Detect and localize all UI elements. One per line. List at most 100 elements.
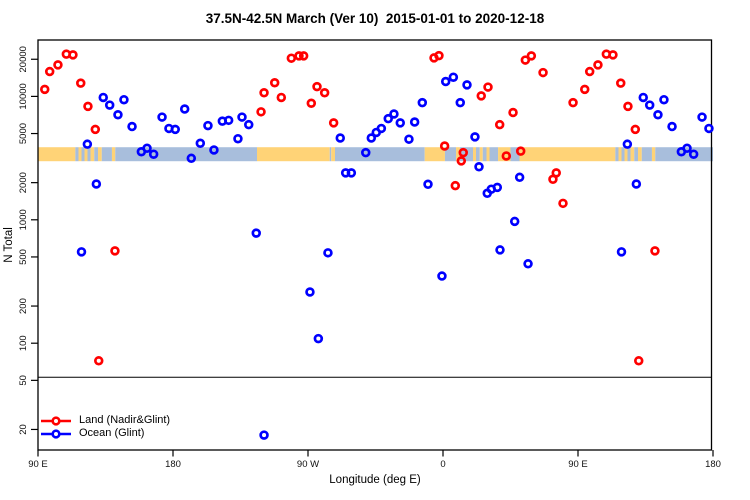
ocean-data-point: [417, 97, 428, 108]
ocean-data-point: [313, 333, 324, 344]
ocean-data-point: [195, 138, 206, 149]
surface-band-segment-land: [90, 147, 95, 162]
land-data-point: [633, 356, 644, 366]
land-data-point: [53, 60, 63, 70]
land-data-point: [90, 124, 101, 135]
surface-band-segment-ocean: [75, 147, 79, 162]
ocean-data-point: [437, 271, 447, 281]
ocean-data-point: [233, 133, 243, 144]
legend-label-ocean: Ocean (Glint): [79, 427, 145, 439]
ocean-data-point: [361, 147, 371, 158]
x-tick-label: 90 E: [568, 459, 588, 470]
ocean-data-point: [104, 100, 115, 110]
ocean-data-point: [644, 100, 655, 110]
land-data-point: [508, 107, 518, 118]
land-data-point: [558, 198, 568, 209]
ocean-data-point: [622, 139, 633, 149]
surface-band-segment-land: [473, 147, 476, 162]
ocean-data-point: [682, 143, 692, 154]
land-data-point: [286, 53, 297, 63]
ocean-data-point: [616, 247, 627, 257]
surface-band-segment-ocean: [615, 147, 619, 162]
land-data-point: [259, 88, 269, 98]
land-data-point: [294, 51, 304, 61]
ocean-data-point: [455, 97, 466, 108]
ocean-data-point: [170, 124, 181, 135]
ocean-data-point: [323, 248, 333, 258]
y-tick-label: 2000: [18, 172, 29, 193]
ocean-data-point: [509, 216, 520, 227]
y-tick-label: 5000: [18, 123, 29, 144]
ocean-data-point: [653, 110, 663, 120]
ocean-data-point: [523, 259, 533, 269]
ocean-data-point: [76, 247, 87, 257]
land-data-point: [110, 246, 120, 256]
surface-band-segment-ocean: [621, 147, 625, 162]
ocean-data-point: [470, 132, 480, 142]
land-data-point: [39, 84, 50, 95]
surface-band-segment-land: [630, 147, 635, 162]
ocean-data-point: [638, 92, 648, 103]
land-data-point: [276, 92, 287, 103]
surface-band-segment-ocean: [115, 147, 257, 162]
surface-band-segment-land: [111, 147, 116, 162]
surface-band-segment-ocean: [81, 147, 85, 162]
surface-band-segment-land: [486, 147, 490, 162]
surface-band-segment-land: [98, 147, 102, 162]
land-data-point: [83, 101, 93, 112]
land-data-point: [256, 107, 266, 117]
land-legend-symbol: [41, 415, 71, 426]
land-data-point: [298, 51, 309, 61]
ocean-data-point: [448, 72, 459, 82]
surface-band-segment-ocean: [444, 147, 457, 162]
legend-item-land: Land (Nadir&Glint): [41, 414, 170, 427]
land-data-point: [568, 97, 578, 108]
surface-band-segment-land: [519, 147, 616, 162]
chart-title: 37.5N-42.5N March (Ver 10) 2015-01-01 to…: [205, 11, 545, 26]
ocean-data-point: [631, 179, 642, 189]
y-tick-label: 20000: [18, 46, 29, 72]
land-data-point: [476, 91, 487, 101]
x-axis-label: Longitude (deg E): [329, 474, 421, 486]
land-data-point: [434, 50, 444, 61]
ocean-legend-symbol: [41, 428, 71, 439]
ocean-data-point: [251, 228, 262, 238]
ocean-data-point: [688, 149, 699, 159]
y-tick-label: 100: [18, 335, 29, 351]
legend-label-land: Land (Nadir&Glint): [79, 414, 171, 426]
ocean-data-point: [142, 143, 152, 154]
ocean-data-point: [119, 94, 129, 105]
land-data-point: [538, 67, 548, 78]
ocean-data-point: [127, 121, 137, 132]
land-data-point: [450, 180, 461, 191]
ocean-data-point: [395, 118, 406, 128]
ocean-data-point: [203, 120, 213, 131]
ocean-data-point: [157, 112, 167, 122]
land-data-point: [501, 151, 512, 161]
y-tick-label: 200: [18, 298, 29, 314]
x-tick-label: 90 W: [297, 459, 319, 470]
ocean-data-point: [305, 287, 315, 297]
land-data-point: [93, 356, 104, 366]
surface-band-segment-land: [479, 147, 483, 162]
ocean-data-point: [462, 80, 472, 90]
surface-band-segment-land: [84, 147, 88, 162]
ocean-data-point: [704, 123, 714, 134]
plot-border: [37, 39, 713, 451]
land-data-point: [630, 124, 641, 135]
ocean-data-point: [346, 168, 357, 178]
surface-band-segment-land: [624, 147, 628, 162]
surface-band-segment-land: [638, 147, 642, 162]
surface-band-segment-ocean: [634, 147, 638, 162]
ocean-data-point: [376, 123, 387, 134]
surface-band-segment-ocean: [510, 147, 520, 162]
ocean-data-point: [237, 112, 247, 122]
ocean-data-point: [148, 149, 159, 159]
land-data-point: [328, 118, 339, 128]
ocean-data-point: [366, 133, 377, 143]
y-tick-label: 500: [18, 249, 29, 265]
surface-band-segment-land: [38, 147, 76, 162]
land-data-point: [623, 101, 633, 112]
ocean-data-point: [474, 162, 484, 172]
surface-band-segment-land: [78, 147, 82, 162]
